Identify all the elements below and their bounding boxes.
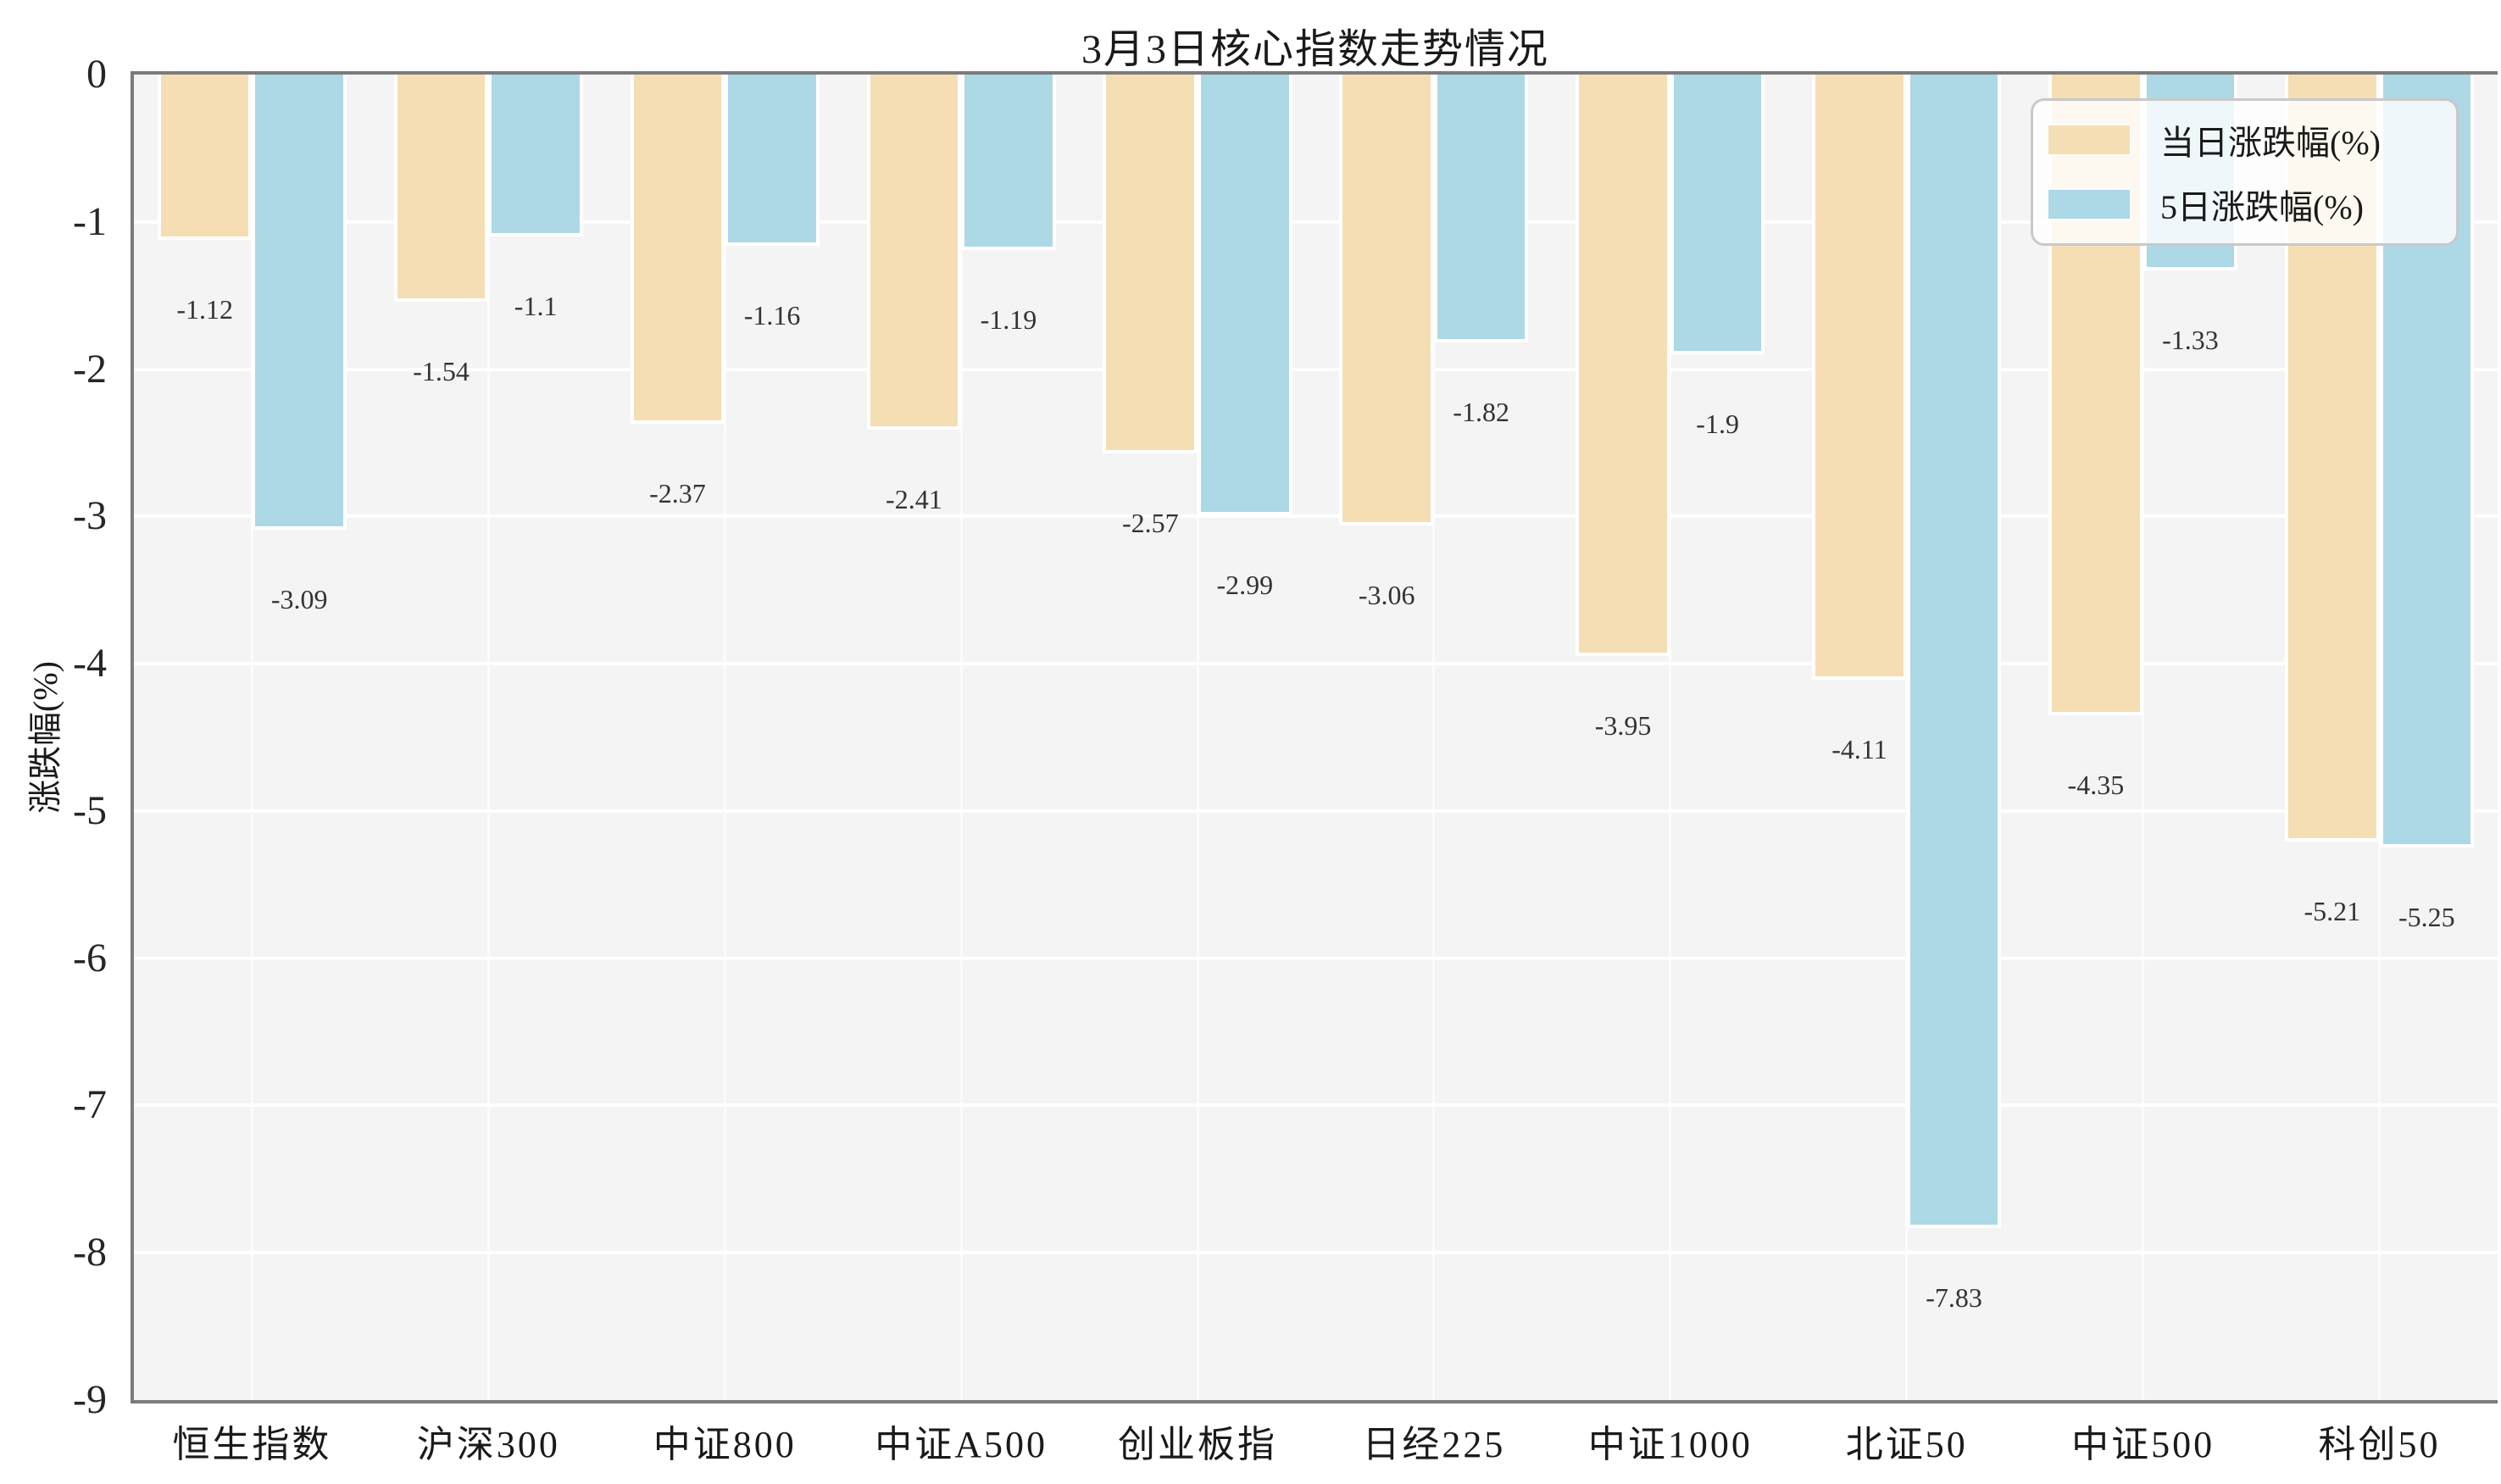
x-tick-label: 中证A500: [875, 1424, 1048, 1465]
bar-value-label: -1.9: [1696, 409, 1739, 440]
bar-value-label: -3.95: [1594, 710, 1652, 742]
y-tick-label: -7: [73, 1082, 107, 1128]
bar-value-label: -3.09: [270, 583, 328, 614]
bar-value-label: -2.41: [886, 483, 942, 514]
gridline-vertical: [2142, 75, 2145, 1400]
bar-value-label: -4.11: [1831, 734, 1887, 765]
gridline-horizontal: [134, 514, 2498, 519]
bar-value-label: -1.1: [514, 291, 558, 322]
bar-value-label: -1.19: [980, 303, 1037, 335]
bar-daily: [630, 75, 725, 424]
bar-value-label: -1.82: [1453, 397, 1510, 428]
bar-value-label: -2.37: [649, 477, 706, 509]
bar-daily: [1103, 75, 1198, 453]
bar-value-label: -3.06: [1358, 579, 1415, 610]
x-tick-label: 沪深300: [416, 1424, 560, 1465]
x-tick-label: 北证50: [1845, 1424, 1968, 1465]
legend-swatch: [2047, 124, 2131, 157]
bar-value-label: -1.12: [176, 293, 233, 325]
bar-daily: [866, 75, 962, 430]
gridline-horizontal: [134, 809, 2498, 813]
gridline-vertical: [723, 75, 726, 1400]
bar-value-label: -7.83: [1926, 1281, 1982, 1313]
chart-title: 3月3日核心指数走势情况: [1081, 27, 1550, 72]
bar-value-label: -2.57: [1121, 507, 1179, 538]
y-tick-label: 0: [86, 52, 107, 97]
y-tick-label: -8: [73, 1230, 107, 1276]
gridline-horizontal: [134, 220, 2498, 224]
bar-5day: [1670, 75, 1765, 355]
bar-value-label: -1.16: [743, 299, 801, 331]
bar-daily: [393, 75, 489, 302]
x-tick-label: 恒生指数: [172, 1424, 332, 1465]
bar-5day: [1906, 75, 2002, 1228]
y-tick-label: -3: [73, 493, 107, 539]
y-tick-label: -6: [73, 935, 107, 981]
y-tick-label: -2: [73, 346, 107, 392]
bar-value-label: -4.35: [2067, 769, 2125, 800]
x-tick-label: 创业板指: [1118, 1424, 1278, 1465]
bar-value-label: -1.54: [413, 355, 470, 386]
legend-label: 5日涨跌幅(%): [2160, 187, 2364, 226]
gridline-vertical: [1669, 75, 1672, 1400]
gridline-vertical: [486, 75, 490, 1400]
legend: 当日涨跌幅(%) 5日涨跌幅(%): [2031, 98, 2459, 246]
bar-value-label: -1.33: [2162, 325, 2219, 356]
x-tick-label: 中证1000: [1587, 1424, 1753, 1465]
x-tick-label: 中证800: [653, 1424, 797, 1465]
bar-value-label: -5.25: [2398, 902, 2455, 933]
gridline-vertical: [959, 75, 963, 1400]
plot-area: -1.12 -1.54 -2.37 -2.41 -2.57 -3.06 -3.95 -4.11…: [131, 71, 2498, 1403]
bar-daily: [1339, 75, 1434, 525]
bar-5day: [725, 75, 820, 246]
gridline-horizontal: [134, 367, 2498, 371]
legend-swatch: [2047, 187, 2131, 220]
bar-value-label: -5.21: [2304, 896, 2361, 927]
bar-value-label: -2.99: [1216, 569, 1274, 600]
gridline-horizontal: [134, 1103, 2498, 1108]
x-tick-label: 日经225: [1362, 1424, 1506, 1465]
legend-item: 当日涨跌幅(%): [2047, 115, 2456, 164]
gridline-horizontal: [134, 662, 2498, 666]
bar-daily: [1812, 75, 1907, 681]
x-tick-label: 中证500: [2071, 1424, 2215, 1465]
bar-5day: [252, 75, 347, 530]
bar-5day: [1198, 75, 1292, 515]
y-tick-label: -1: [73, 198, 107, 244]
gridline-vertical: [250, 75, 253, 1400]
legend-label: 当日涨跌幅(%): [2160, 124, 2381, 163]
bar-daily: [157, 75, 253, 240]
legend-item: 5日涨跌幅(%): [2047, 180, 2456, 229]
y-tick-label: -5: [73, 787, 107, 833]
gridline-vertical: [1196, 75, 1199, 1400]
y-tick-label: -9: [73, 1377, 107, 1422]
x-tick-label: 科创50: [2318, 1424, 2441, 1465]
gridline-horizontal: [134, 956, 2498, 960]
bar-5day: [1433, 75, 1529, 343]
gridline-horizontal: [134, 1251, 2498, 1255]
gridline-vertical: [1432, 75, 1436, 1400]
y-tick-label: -4: [73, 641, 107, 686]
bar-daily: [1576, 75, 1670, 657]
bar-5day: [488, 75, 583, 237]
bar-5day: [961, 75, 1056, 250]
